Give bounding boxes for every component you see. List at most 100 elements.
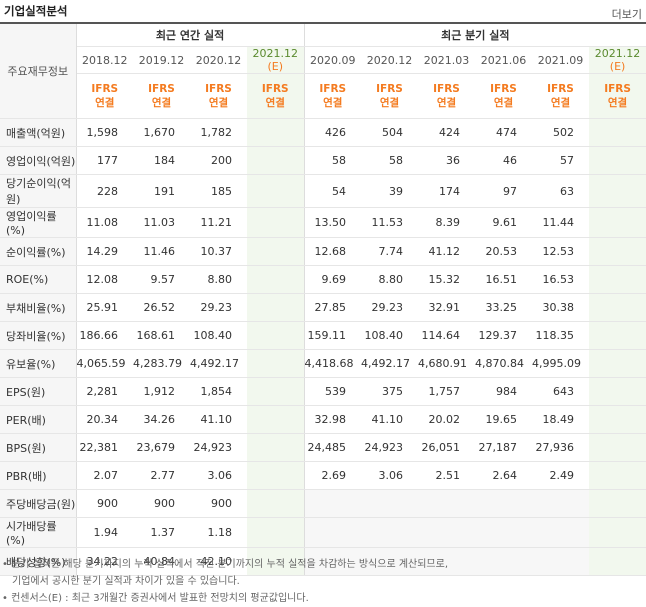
table-cell: 18.49 — [532, 405, 590, 434]
ifrs-label: IFRS 연결 — [418, 73, 476, 119]
table-cell: 16.53 — [532, 265, 590, 294]
table-cell — [247, 489, 305, 518]
table-cell: 2.77 — [133, 461, 190, 490]
section-title: 기업실적분석 — [4, 4, 68, 18]
ifrs-consolidated: 연결 — [436, 97, 457, 109]
table-cell: 39 — [361, 174, 419, 208]
table-cell: 8.80 — [361, 265, 419, 294]
period-header: 2021.12 (E) — [247, 46, 305, 74]
ifrs-label: IFRS 연결 — [133, 73, 190, 119]
table-cell: 4,283.79 — [133, 349, 190, 378]
footnote-quarter-cont: 기업에서 공시한 분기 실적과 차이가 있을 수 있습니다. — [12, 576, 240, 587]
table-cell: 426 — [304, 118, 362, 147]
table-cell: 41.12 — [418, 237, 476, 266]
table-cell: 54 — [304, 174, 362, 208]
table-cell — [247, 461, 305, 490]
table-cell: 32.91 — [418, 293, 476, 322]
table-row: 배당성향(%) 34.22 40.84 42.10 — [0, 547, 646, 576]
table-cell — [589, 207, 646, 238]
table-cell — [418, 489, 476, 518]
table-cell: 19.65 — [475, 405, 533, 434]
period-label: 2021.09 — [537, 53, 584, 67]
table-cell: 24,923 — [361, 433, 419, 462]
table-cell: 643 — [532, 377, 590, 406]
table-cell: 41.10 — [190, 405, 247, 434]
table-cell: 30.38 — [532, 293, 590, 322]
table-row: 당기순이익(억원) 228 191 185 54 39 174 97 63 — [0, 174, 646, 208]
table-cell: 4,492.17 — [361, 349, 419, 378]
table-cell: 4,870.84 — [475, 349, 533, 378]
footnote-consensus: • 컨센서스(E) : 최근 3개월간 증권사에서 발표한 전망치의 평균값입니… — [2, 593, 309, 604]
table-cell: 29.23 — [190, 293, 247, 322]
row-label: 매출액(억원) — [0, 118, 77, 147]
table-cell: 15.32 — [418, 265, 476, 294]
table-cell: 11.46 — [133, 237, 190, 266]
table-cell — [589, 547, 646, 576]
table-cell — [589, 377, 646, 406]
table-cell — [589, 461, 646, 490]
table-cell: 12.08 — [76, 265, 133, 294]
table-cell: 11.44 — [532, 207, 590, 238]
table-cell — [361, 517, 419, 548]
table-cell: 20.02 — [418, 405, 476, 434]
table-cell — [589, 265, 646, 294]
table-cell: 16.51 — [475, 265, 533, 294]
period-header: 2018.12 — [76, 46, 133, 74]
table-cell — [475, 489, 533, 518]
table-cell — [247, 517, 305, 548]
table-cell: 11.21 — [190, 207, 247, 238]
row-label: PER(배) — [0, 405, 77, 434]
ifrs-standard: IFRS — [547, 83, 574, 95]
period-header: 2020.12 — [361, 46, 419, 74]
table-cell: 900 — [190, 489, 247, 518]
table-cell: 900 — [76, 489, 133, 518]
row-label: 당좌비율(%) — [0, 321, 77, 350]
table-row: 유보율(%) 4,065.59 4,283.79 4,492.17 4,418.68 4,… — [0, 349, 646, 378]
table-cell: 26,051 — [418, 433, 476, 462]
annual-group-header: 최근 연간 실적 — [76, 23, 305, 47]
table-cell — [589, 517, 646, 548]
table-cell: 27,936 — [532, 433, 590, 462]
table-cell: 58 — [361, 146, 419, 175]
table-cell — [589, 146, 646, 175]
table-cell: 502 — [532, 118, 590, 147]
table-cell — [589, 349, 646, 378]
period-label: 2018.12 — [82, 53, 128, 67]
period-label: 2021.06 — [480, 53, 527, 67]
table-cell — [247, 349, 305, 378]
table-row: BPS(원) 22,381 23,679 24,923 24,485 24,923 26,0… — [0, 433, 646, 462]
table-row: 당좌비율(%) 186.66 168.61 108.40 159.11 108.40 114… — [0, 321, 646, 350]
table-row: PBR(배) 2.07 2.77 3.06 2.69 3.06 2.51 2.64 2.49 — [0, 461, 646, 490]
ifrs-label: IFRS 연결 — [475, 73, 533, 119]
table-cell — [589, 174, 646, 208]
table-cell: 41.10 — [361, 405, 419, 434]
row-label: EPS(원) — [0, 377, 77, 406]
table-cell: 375 — [361, 377, 419, 406]
footnotes: • 분기 실적은 해당 분기까지의 누적 실적에서 직전 분기까지의 누적 실적… — [2, 556, 448, 607]
ifrs-label: IFRS 연결 — [76, 73, 133, 119]
table-cell: 58 — [304, 146, 362, 175]
row-label: 유보율(%) — [0, 349, 77, 378]
table-cell — [418, 547, 476, 576]
table-cell: 10.37 — [190, 237, 247, 266]
table-cell — [247, 377, 305, 406]
table-cell: 29.23 — [361, 293, 419, 322]
more-link[interactable]: 더보기 — [611, 8, 642, 21]
period-header-row: 2018.12 2019.12 2020.12 2021.12 (E) 2020.09 2… — [0, 46, 646, 74]
table-cell: 108.40 — [190, 321, 247, 350]
table-cell: 118.35 — [532, 321, 590, 350]
table-cell: 1,854 — [190, 377, 247, 406]
ifrs-header-row: IFRS 연결 IFRS 연결 IFRS 연결 IFRS 연결 IFRS 연결 IFRS 연결 IFRS… — [0, 73, 646, 119]
ifrs-label: IFRS 연결 — [361, 73, 419, 119]
table-cell — [475, 547, 533, 576]
estimate-tag: (E) — [609, 60, 626, 73]
table-cell: 42.10 — [190, 547, 247, 576]
row-label: 영업이익(억원) — [0, 146, 77, 175]
table-cell: 984 — [475, 377, 533, 406]
period-header: 2020.12 — [190, 46, 247, 74]
table-cell: 3.06 — [361, 461, 419, 490]
ifrs-consolidated: 연결 — [208, 97, 229, 109]
table-cell: 168.61 — [133, 321, 190, 350]
table-cell — [361, 489, 419, 518]
row-label: PBR(배) — [0, 461, 77, 490]
